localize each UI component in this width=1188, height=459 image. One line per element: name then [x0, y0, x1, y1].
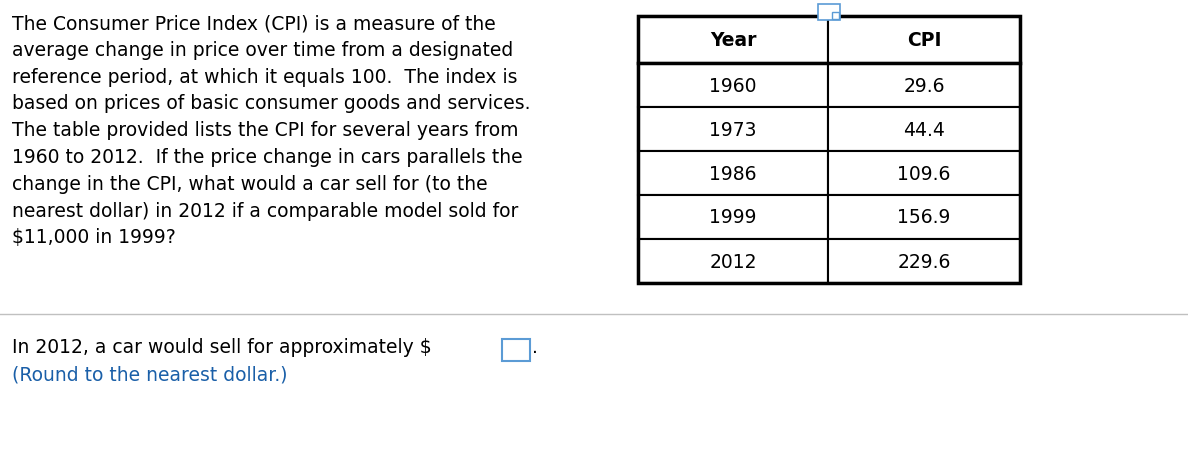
- Bar: [638, 240, 828, 283]
- Bar: [828, 240, 1020, 283]
- Bar: [828, 151, 1020, 196]
- Text: In 2012, a car would sell for approximately $: In 2012, a car would sell for approximat…: [12, 337, 431, 356]
- Bar: [828, 64, 1020, 108]
- Text: 1986: 1986: [709, 164, 757, 183]
- Bar: [832, 13, 839, 20]
- Text: Year: Year: [709, 31, 757, 50]
- Bar: [828, 108, 1020, 151]
- Text: (Round to the nearest dollar.): (Round to the nearest dollar.): [12, 365, 287, 384]
- Bar: [638, 151, 828, 196]
- Text: 156.9: 156.9: [897, 208, 950, 227]
- Text: 1973: 1973: [709, 120, 757, 139]
- Bar: [828, 17, 1020, 64]
- Bar: [638, 108, 828, 151]
- Bar: [638, 196, 828, 240]
- Bar: [638, 17, 1020, 283]
- Text: 2012: 2012: [709, 252, 757, 271]
- Text: 1960: 1960: [709, 76, 757, 95]
- Text: 1999: 1999: [709, 208, 757, 227]
- Text: CPI: CPI: [906, 31, 941, 50]
- Text: 44.4: 44.4: [903, 120, 944, 139]
- Bar: [638, 64, 828, 108]
- Text: 109.6: 109.6: [897, 164, 950, 183]
- Text: .: .: [532, 337, 538, 356]
- Bar: [828, 196, 1020, 240]
- Text: 229.6: 229.6: [897, 252, 950, 271]
- Bar: [503, 339, 530, 361]
- Bar: [638, 17, 828, 64]
- Text: The Consumer Price Index (CPI) is a measure of the
average change in price over : The Consumer Price Index (CPI) is a meas…: [12, 14, 531, 247]
- Text: 29.6: 29.6: [903, 76, 944, 95]
- Bar: [819, 5, 840, 21]
